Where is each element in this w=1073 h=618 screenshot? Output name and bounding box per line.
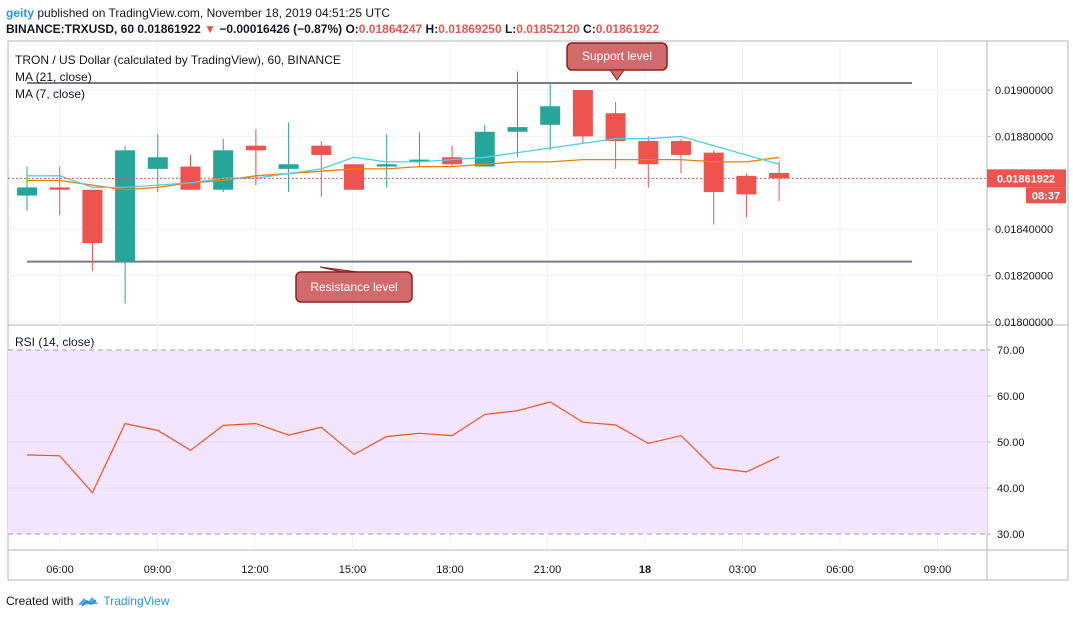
candle-body [17, 187, 37, 196]
countdown-label: 08:37 [1032, 190, 1060, 202]
rsi-title: RSI (14, close) [15, 335, 94, 349]
last-price-label: 0.01861922 [997, 173, 1055, 185]
x-tick-label: 06:00 [46, 564, 74, 576]
candle-body [115, 150, 136, 262]
candle-body [409, 159, 430, 162]
candle-body [311, 145, 332, 155]
high-label: H: [425, 22, 439, 36]
rsi-tick-label: 50.00 [997, 437, 1025, 449]
last-price-badge [987, 169, 1066, 188]
open-label: O: [345, 22, 359, 36]
rsi-tick-label: 40.00 [997, 483, 1025, 495]
price-change: −0.00016426 (−0.87%) [219, 22, 343, 36]
x-tick-label: 09:00 [924, 564, 952, 576]
candle-body [213, 150, 234, 190]
x-tick-label: 12:00 [241, 564, 269, 576]
publish-info: geity published on TradingView.com, Nove… [6, 6, 390, 20]
down-arrow-icon: ▼ [204, 22, 216, 36]
candle-body [638, 141, 659, 165]
candle-body [376, 164, 397, 167]
x-tick-label: 18 [639, 564, 651, 576]
candle-body [82, 189, 103, 244]
candle-body [49, 187, 70, 190]
close-label: C: [583, 22, 596, 36]
x-tick-label: 03:00 [729, 564, 757, 576]
ma21-line [27, 156, 780, 191]
created-with-text: Created with [6, 594, 74, 608]
candle-body [671, 141, 691, 155]
ma21-legend: MA (21, close) [15, 70, 92, 84]
last-price: 0.01861922 [137, 22, 201, 36]
x-tick-label: 18:00 [436, 564, 464, 576]
support-callout-pointer [609, 69, 625, 81]
candle-body [278, 164, 299, 169]
open-value: 0.01864247 [358, 22, 423, 36]
resistance-callout-label: Resistance level [310, 280, 397, 294]
ma7-legend: MA (7, close) [15, 87, 85, 101]
rsi-tick-label: 30.00 [997, 529, 1025, 541]
symbol-label: BINANCE:TRXUSD, 60 [6, 22, 135, 36]
candle-body [245, 145, 266, 151]
candle-body [442, 157, 463, 165]
x-tick-label: 21:00 [534, 564, 562, 576]
candle-body [344, 164, 364, 190]
candle-body [474, 131, 495, 167]
ma7-line [27, 135, 780, 189]
rsi-tick-label: 70.00 [997, 345, 1025, 357]
y-tick-label: 0.01800000 [995, 317, 1053, 329]
chart-title: TRON / US Dollar (calculated by TradingV… [15, 53, 341, 67]
y-tick-label: 0.01820000 [995, 271, 1053, 283]
high-value: 0.01869250 [438, 22, 502, 36]
resistance-callout [295, 271, 413, 303]
candle-body [605, 113, 626, 142]
rsi-tick-label: 60.00 [997, 391, 1025, 403]
low-value: 0.01852120 [516, 22, 580, 36]
support-callout-label: Support level [582, 49, 652, 63]
candle-body [736, 175, 757, 195]
y-tick-label: 0.01900000 [995, 85, 1053, 97]
candle-body [540, 106, 561, 125]
candle-body [703, 152, 724, 193]
tradingview-brand[interactable]: TradingView [103, 594, 170, 608]
x-tick-label: 09:00 [144, 564, 172, 576]
close-value: 0.01861922 [595, 22, 660, 36]
x-tick-label: 15:00 [339, 564, 367, 576]
candle-body [572, 90, 593, 137]
author-name[interactable]: geity [6, 6, 35, 20]
candle-body [147, 157, 168, 169]
y-tick-label: 0.01880000 [995, 131, 1053, 143]
countdown-badge [1026, 187, 1066, 204]
candle-body [507, 127, 528, 132]
x-tick-label: 06:00 [826, 564, 854, 576]
low-label: L: [504, 22, 517, 36]
symbol-summary: BINANCE:TRXUSD, 60 0.01861922 ▼ −0.00016… [6, 22, 659, 36]
candle-body [769, 172, 790, 179]
y-tick-label: 0.01840000 [995, 224, 1053, 236]
tradingview-logo-icon [78, 597, 99, 607]
footer: Created with TradingView [6, 594, 169, 608]
rsi-line [26, 401, 780, 494]
publish-text: published on TradingView.com, November 1… [37, 6, 391, 20]
